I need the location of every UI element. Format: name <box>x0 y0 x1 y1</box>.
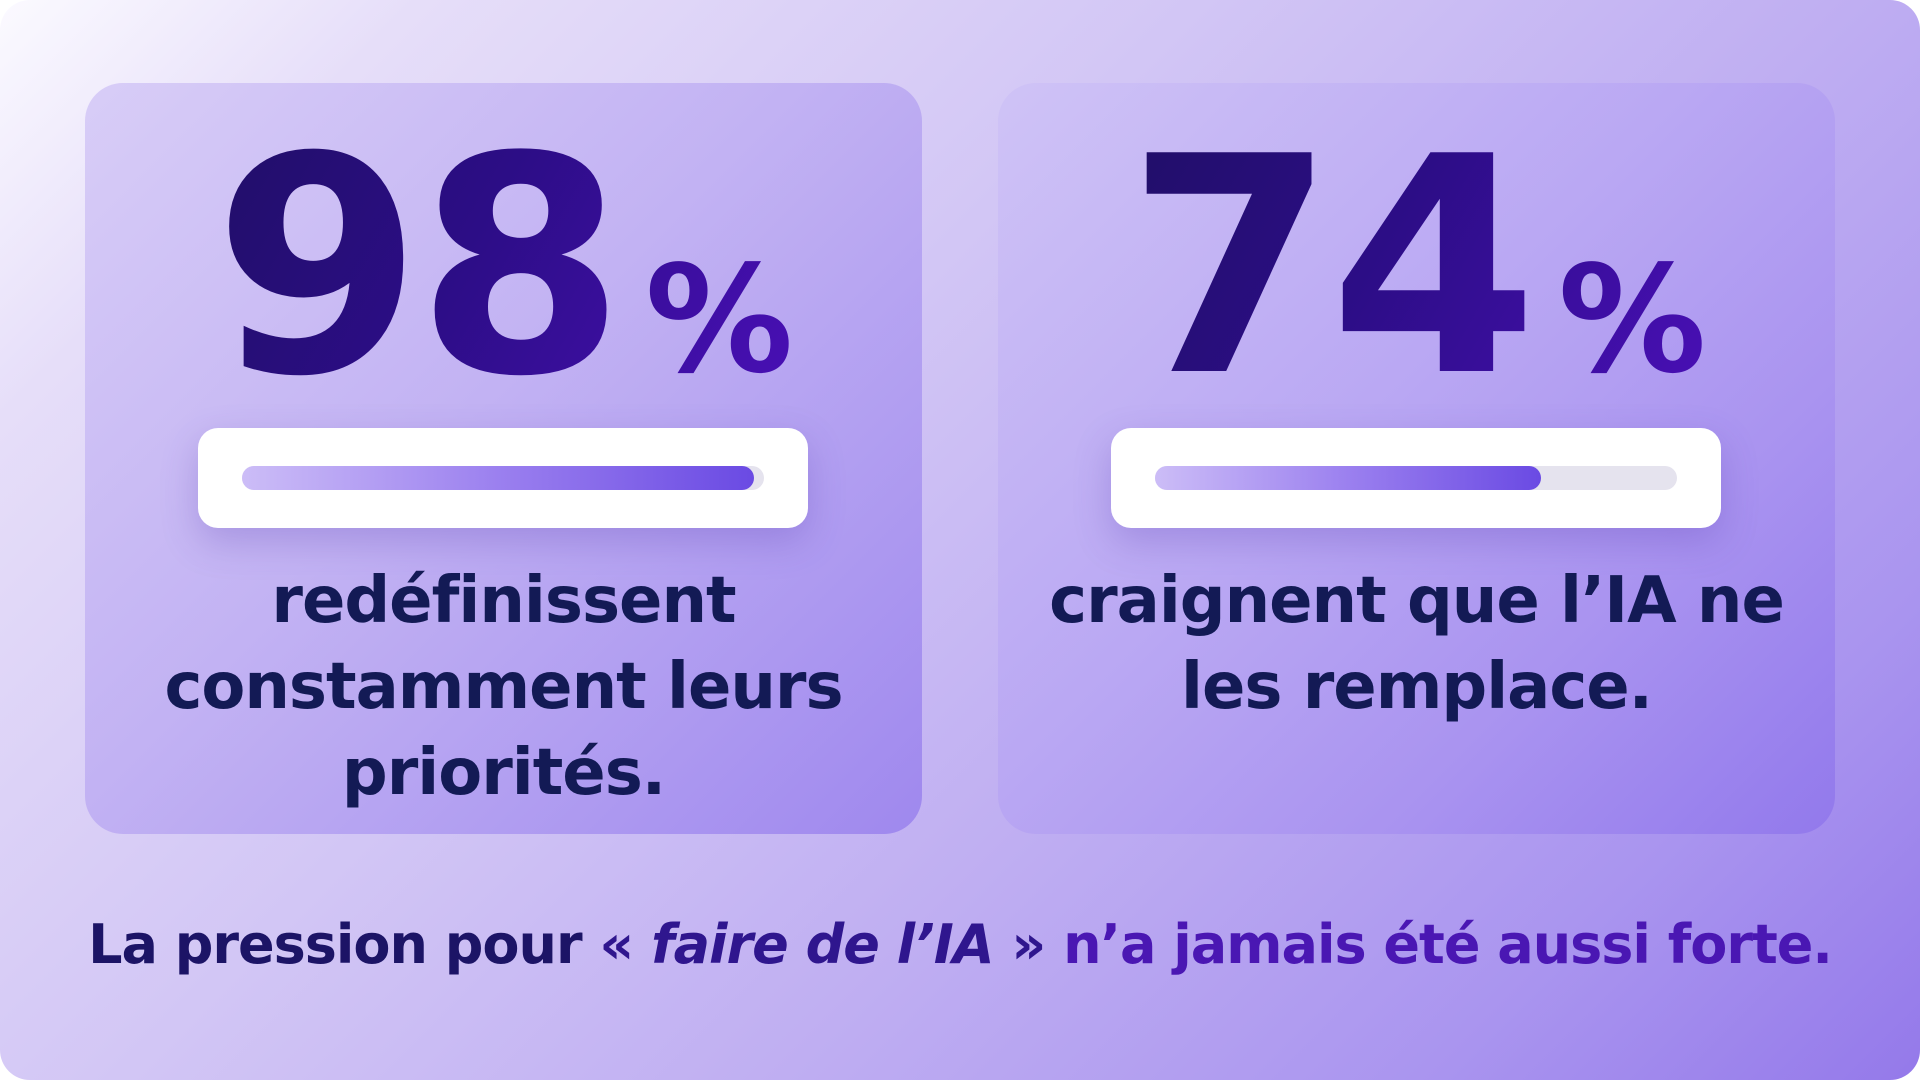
stat-value-ai-fear: 74 % <box>998 138 1835 398</box>
stat-card-priorities: 98 % redéfinissent constamment leurs pri… <box>85 83 922 834</box>
progress-bar-container <box>1111 428 1721 528</box>
stat-number: 98 <box>213 93 620 442</box>
progress-bar-container <box>198 428 808 528</box>
tagline-start: La pression pour <box>88 913 600 976</box>
progress-track <box>242 466 764 490</box>
stat-description: craignent que l’IA ne les remplace. <box>1028 558 1805 730</box>
stat-value-priorities: 98 % <box>85 138 922 398</box>
percent-sign: % <box>645 234 794 406</box>
tagline-end: n’a jamais été aussi forte. <box>1045 913 1833 976</box>
stat-description: redéfinissent constamment leurs priorité… <box>115 558 892 816</box>
progress-fill <box>1155 466 1542 490</box>
tagline: La pression pour « faire de l’IA » n’a j… <box>0 910 1920 980</box>
description-line: redéfinissent <box>271 564 736 638</box>
progress-fill <box>242 466 754 490</box>
description-line: craignent que l’IA ne <box>1049 564 1785 638</box>
percent-sign: % <box>1558 234 1707 406</box>
stat-number: 74 <box>1126 93 1533 442</box>
description-line: constamment leurs <box>164 650 843 724</box>
stat-card-ai-fear: 74 % craignent que l’IA ne les remplace. <box>998 83 1835 834</box>
description-line: priorités. <box>341 736 666 810</box>
tagline-open-quote: « <box>599 913 634 976</box>
tagline-emphasis: faire de l’IA <box>651 913 994 976</box>
description-line: les remplace. <box>1181 650 1653 724</box>
progress-track <box>1155 466 1677 490</box>
tagline-close-quote: » <box>1011 913 1046 976</box>
